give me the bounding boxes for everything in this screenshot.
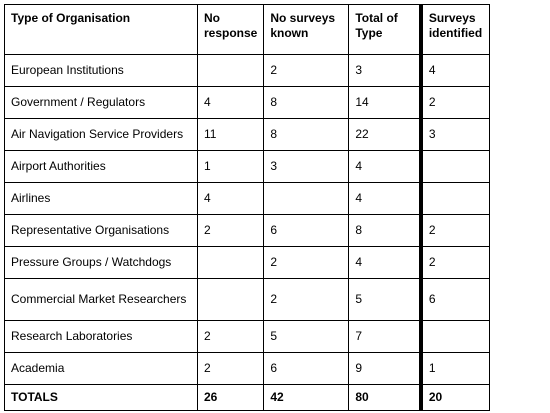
- no-surveys-known-cell: 6: [263, 214, 350, 247]
- surveys-identified-cell: 2: [418, 246, 491, 279]
- total-of-type-cell: 4: [348, 182, 422, 215]
- table-row: European Institutions 2 3 4: [4, 54, 491, 87]
- table-row: Research Laboratories 2 5 7: [4, 320, 491, 353]
- totals-no-response-cell: 26: [196, 384, 265, 411]
- organisation-cell: Airport Authorities: [4, 150, 198, 183]
- total-of-type-cell: 14: [348, 86, 422, 119]
- no-response-cell: [196, 54, 265, 87]
- organisation-cell: Research Laboratories: [4, 320, 198, 353]
- totals-no-surveys-known-cell: 42: [263, 384, 350, 411]
- total-of-type-cell: 8: [348, 214, 422, 247]
- table-row: Academia 2 6 9 1: [4, 352, 491, 385]
- surveys-identified-cell: 2: [418, 214, 491, 247]
- surveys-identified-cell: 4: [418, 54, 491, 87]
- table-row: Airport Authorities 1 3 4: [4, 150, 491, 183]
- organisation-cell: Airlines: [4, 182, 198, 215]
- total-of-type-cell: 22: [348, 118, 422, 151]
- no-response-cell: [196, 246, 265, 279]
- no-surveys-known-cell: 6: [263, 352, 350, 385]
- total-of-type-cell: 9: [348, 352, 422, 385]
- no-response-cell: [196, 278, 265, 321]
- surveys-identified-cell: [418, 182, 491, 215]
- organisation-cell: Government / Regulators: [4, 86, 198, 119]
- header-type-of-organisation: Type of Organisation: [4, 4, 198, 55]
- totals-label-cell: TOTALS: [4, 384, 198, 411]
- organisation-cell: Representative Organisations: [4, 214, 198, 247]
- no-response-cell: 2: [196, 352, 265, 385]
- organisation-cell: Air Navigation Service Providers: [4, 118, 198, 151]
- no-response-cell: 2: [196, 214, 265, 247]
- header-total-of-type: Total of Type: [348, 4, 422, 55]
- header-no-response: No response: [196, 4, 265, 55]
- total-of-type-cell: 4: [348, 150, 422, 183]
- no-response-cell: 4: [196, 86, 265, 119]
- total-of-type-cell: 7: [348, 320, 422, 353]
- organisation-cell: Commercial Market Researchers: [4, 278, 198, 321]
- no-surveys-known-cell: 8: [263, 118, 350, 151]
- total-of-type-cell: 3: [348, 54, 422, 87]
- no-response-cell: 4: [196, 182, 265, 215]
- totals-total-of-type-cell: 80: [348, 384, 422, 411]
- no-surveys-known-cell: 8: [263, 86, 350, 119]
- surveys-identified-cell: 2: [418, 86, 491, 119]
- table-row: Representative Organisations 2 6 8 2: [4, 214, 491, 247]
- survey-table-container: Type of Organisation No response No surv…: [4, 4, 491, 411]
- organisation-cell: Academia: [4, 352, 198, 385]
- table-header-row: Type of Organisation No response No surv…: [4, 4, 491, 55]
- organisation-survey-table: Type of Organisation No response No surv…: [4, 4, 491, 411]
- no-surveys-known-cell: 2: [263, 54, 350, 87]
- totals-surveys-identified-cell: 20: [418, 384, 491, 411]
- surveys-identified-cell: [418, 150, 491, 183]
- no-response-cell: 11: [196, 118, 265, 151]
- surveys-identified-cell: 6: [418, 278, 491, 321]
- total-of-type-cell: 4: [348, 246, 422, 279]
- table-row: Government / Regulators 4 8 14 2: [4, 86, 491, 119]
- header-no-surveys-known: No surveys known: [263, 4, 350, 55]
- surveys-identified-cell: [418, 320, 491, 353]
- no-surveys-known-cell: 5: [263, 320, 350, 353]
- header-surveys-identified: Surveys identified: [418, 4, 491, 55]
- organisation-cell: Pressure Groups / Watchdogs: [4, 246, 198, 279]
- no-surveys-known-cell: 2: [263, 278, 350, 321]
- total-of-type-cell: 5: [348, 278, 422, 321]
- table-row: Airlines 4 4: [4, 182, 491, 215]
- organisation-cell: European Institutions: [4, 54, 198, 87]
- no-surveys-known-cell: 2: [263, 246, 350, 279]
- no-response-cell: 1: [196, 150, 265, 183]
- table-row: Pressure Groups / Watchdogs 2 4 2: [4, 246, 491, 279]
- table-row: Commercial Market Researchers 2 5 6: [4, 278, 491, 321]
- totals-row: TOTALS 26 42 80 20: [4, 384, 491, 411]
- no-response-cell: 2: [196, 320, 265, 353]
- surveys-identified-cell: 3: [418, 118, 491, 151]
- table-row: Air Navigation Service Providers 11 8 22…: [4, 118, 491, 151]
- surveys-identified-cell: 1: [418, 352, 491, 385]
- no-surveys-known-cell: [263, 182, 350, 215]
- no-surveys-known-cell: 3: [263, 150, 350, 183]
